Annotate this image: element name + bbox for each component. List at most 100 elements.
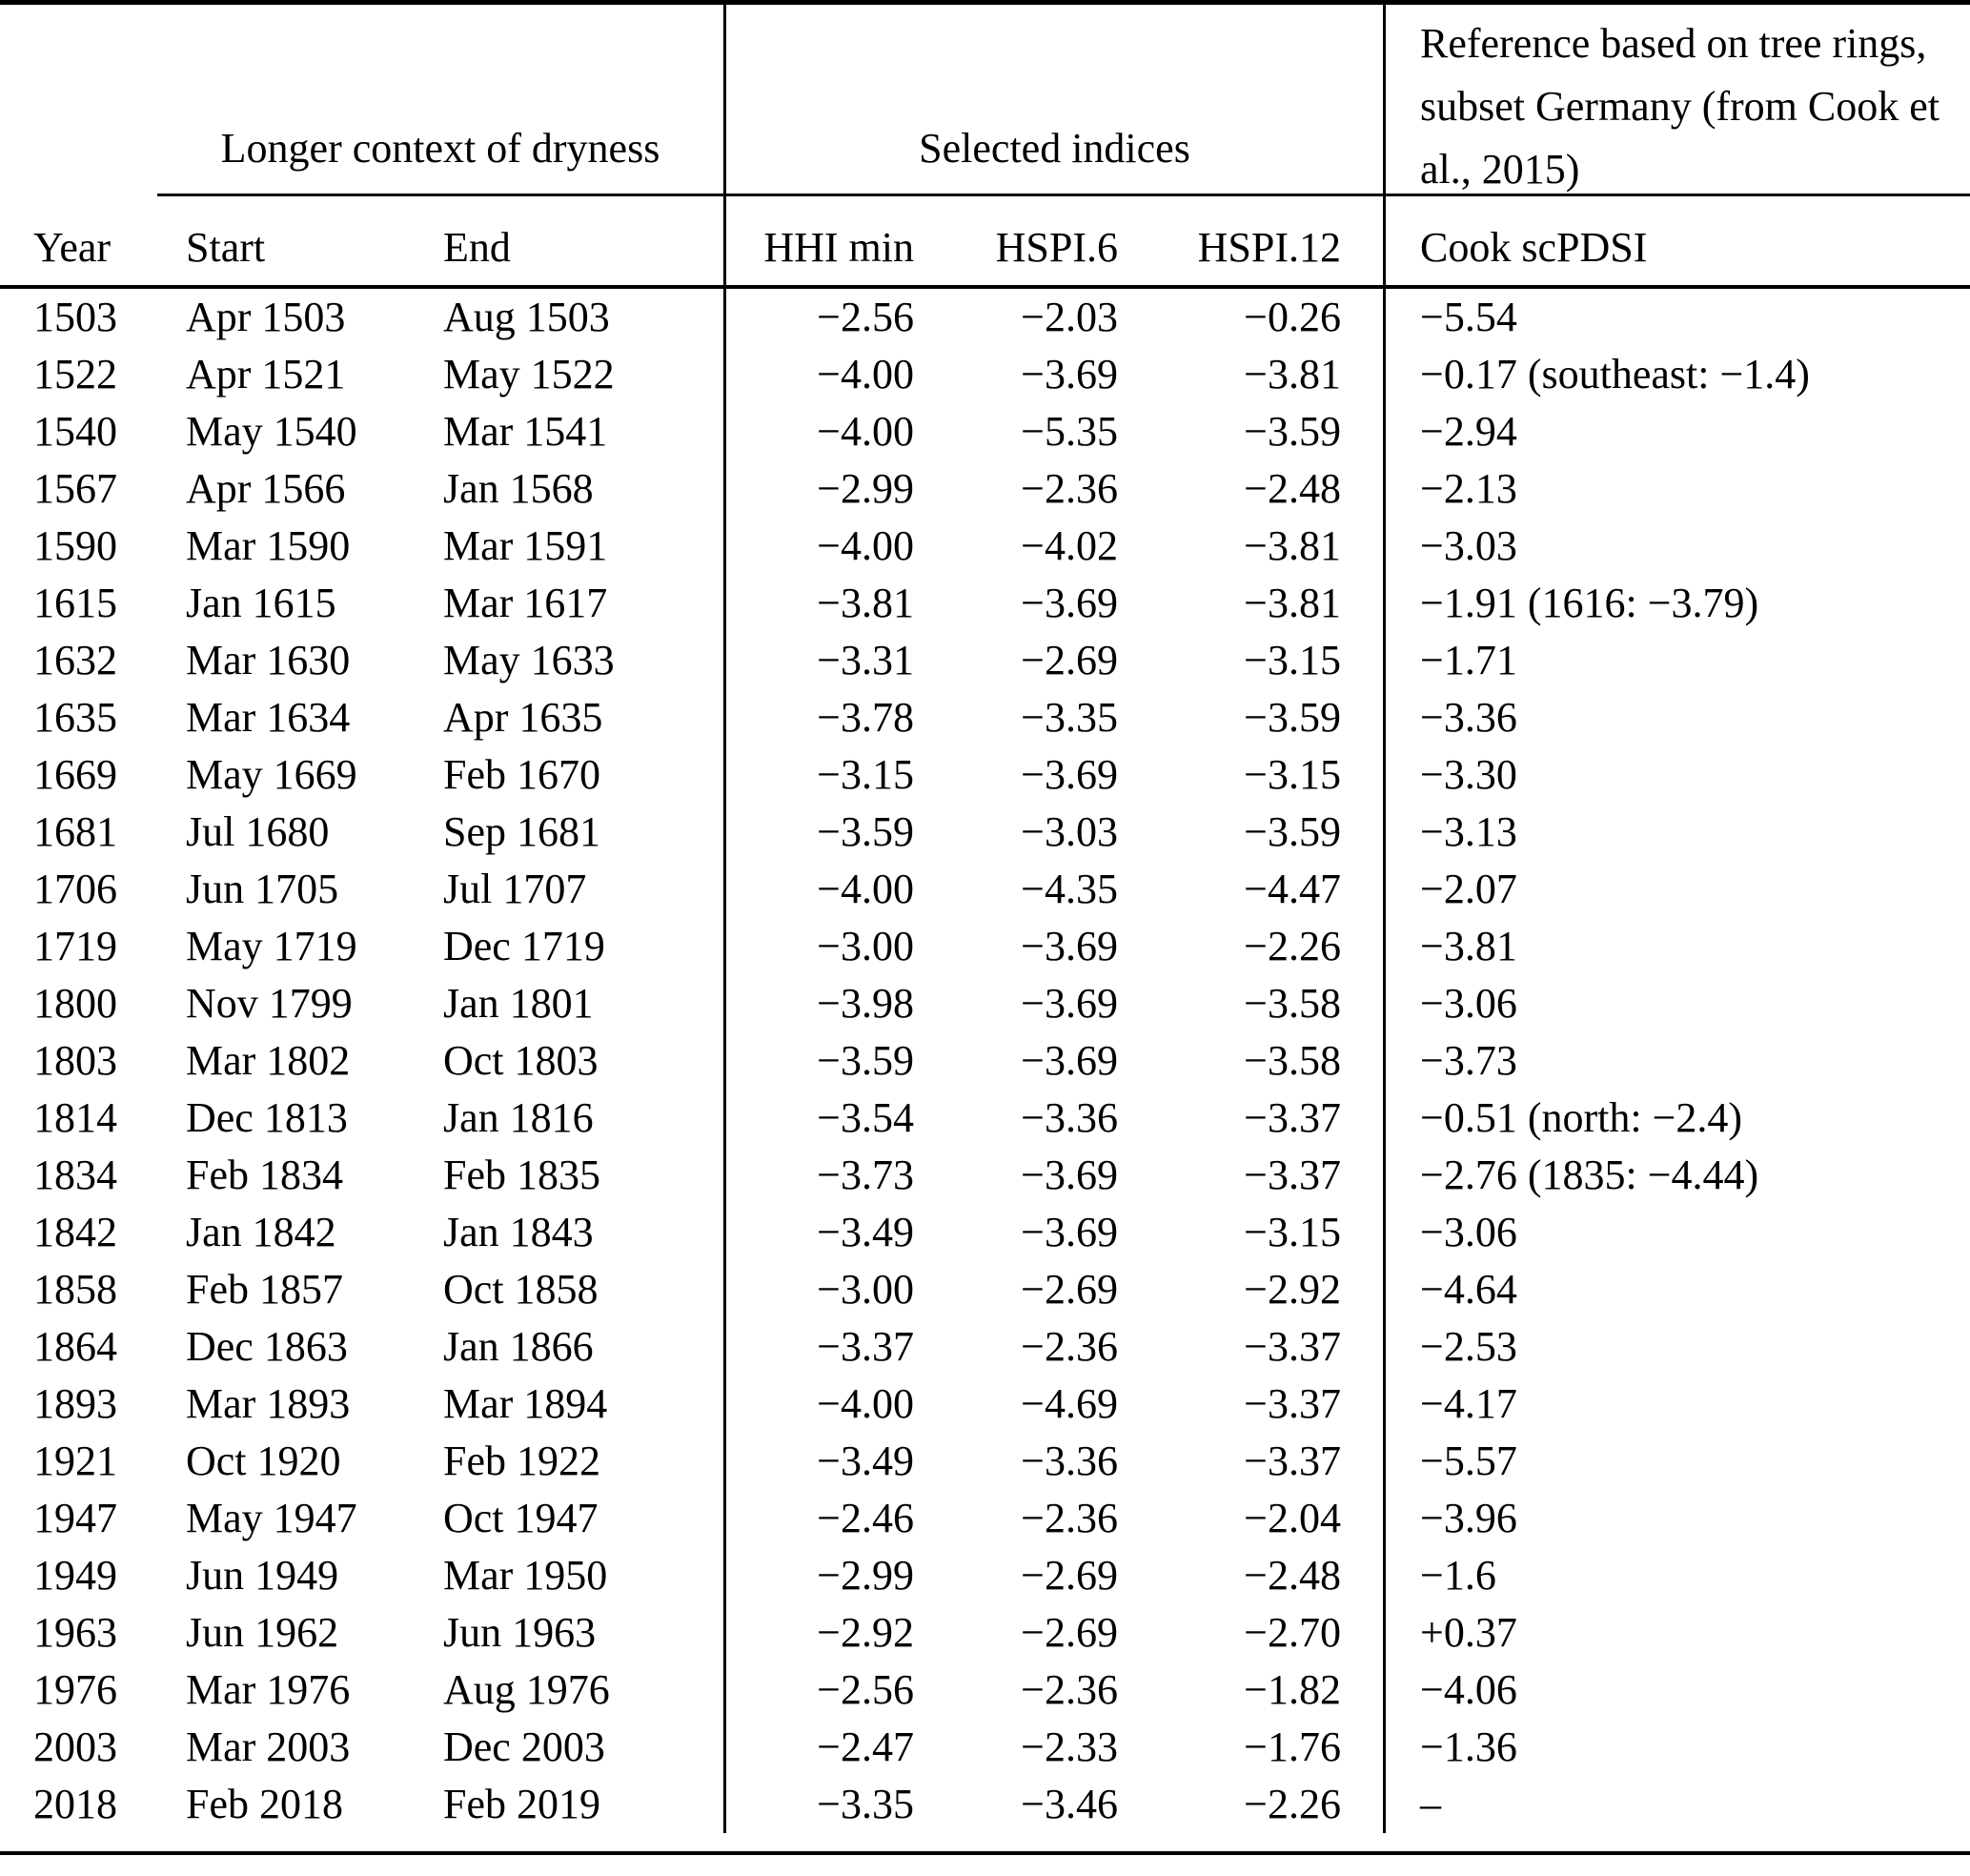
cell-hspi12: −2.26 [1131,1776,1386,1833]
column-header-hspi12: HSPI.12 [1131,196,1386,285]
cell-end: Mar 1617 [416,575,726,632]
table-row: 1963 Jun 1962 Jun 1963 −2.92 −2.69 −2.70 +0.37 [0,1604,1970,1662]
group-header-context: Longer context of dryness [157,5,726,196]
cell-end: Aug 1503 [416,289,726,346]
cell-cook-scpdsi: +0.37 [1420,1609,1517,1656]
cell-end: May 1522 [416,346,726,403]
cell-hspi6: −2.36 [1021,1323,1118,1370]
cell-hspi6: −3.46 [1021,1781,1118,1827]
cell-cook-scpdsi: −3.30 [1420,751,1517,798]
cell-cook-scpdsi: −3.96 [1420,1495,1517,1541]
cell-hspi6: −4.69 [1021,1380,1118,1427]
cell-end: Jan 1843 [416,1204,726,1261]
cell-hspi6: −2.69 [1021,1266,1118,1313]
cell-start: Mar 2003 [186,1723,351,1770]
cell-hspi6: −2.03 [1021,294,1118,340]
cell-end: Feb 1922 [416,1433,726,1490]
cell-end: Jan 1816 [416,1090,726,1147]
cell-hhi-min: −3.81 [817,580,914,626]
table-row: 1567 Apr 1566 Jan 1568 −2.99 −2.36 −2.48 −2.13 [0,460,1970,518]
table-body: 1503 Apr 1503 Aug 1503 −2.56 −2.03 −0.26 −5.54… [0,289,1970,1833]
cell-hhi-min: −4.00 [817,351,914,398]
cell-year: 1590 [33,522,117,569]
cell-end: Oct 1803 [416,1032,726,1090]
cell-year: 1963 [33,1609,117,1656]
cell-year: 1864 [33,1323,117,1370]
cell-hspi12: −3.37 [1131,1318,1386,1376]
cell-start: Jun 1962 [186,1609,339,1656]
cell-start: Apr 1566 [186,465,346,512]
column-header-cook-scpdsi: Cook scPDSI [1420,224,1648,271]
cell-cook-scpdsi: −5.54 [1420,294,1517,340]
cell-year: 1681 [33,808,117,855]
cell-hspi6: −2.33 [1021,1723,1118,1770]
cell-year: 1567 [33,465,117,512]
cell-year: 1632 [33,637,117,683]
cell-cook-scpdsi: −3.36 [1420,694,1517,741]
cell-year: 1503 [33,294,117,340]
cell-year: 1858 [33,1266,117,1313]
cell-start: Mar 1893 [186,1380,351,1427]
column-header-year: Year [33,224,112,271]
cell-start: May 1669 [186,751,357,798]
cell-hspi6: −3.69 [1021,1209,1118,1255]
table-row: 1669 May 1669 Feb 1670 −3.15 −3.69 −3.15 −3.30 [0,746,1970,804]
cell-hspi12: −2.04 [1131,1490,1386,1547]
cell-cook-scpdsi: −0.17 (southeast: −1.4) [1420,351,1810,398]
cell-hspi6: −2.69 [1021,1609,1118,1656]
cell-hspi6: −3.69 [1021,580,1118,626]
cell-end: Jan 1866 [416,1318,726,1376]
cell-start: Apr 1503 [186,294,346,340]
cell-cook-scpdsi: – [1420,1781,1441,1827]
cell-start: Feb 1834 [186,1152,343,1198]
table-row: 1681 Jul 1680 Sep 1681 −3.59 −3.03 −3.59 −3.13 [0,804,1970,861]
table-bottom-rule [0,1851,1970,1855]
cell-hhi-min: −3.98 [817,980,914,1027]
table-top-rule [0,0,1970,5]
cell-cook-scpdsi: −3.73 [1420,1037,1517,1084]
table-row: 1834 Feb 1834 Feb 1835 −3.73 −3.69 −3.37 −2.76… [0,1147,1970,1204]
cell-hspi6: −3.69 [1021,1152,1118,1198]
cell-hhi-min: −2.92 [817,1609,914,1656]
cell-end: Feb 1835 [416,1147,726,1204]
cell-cook-scpdsi: −1.71 [1420,637,1517,683]
cell-end: Aug 1976 [416,1662,726,1719]
cell-hspi12: −3.58 [1131,975,1386,1032]
cell-end: Mar 1950 [416,1547,726,1604]
table-row: 1632 Mar 1630 May 1633 −3.31 −2.69 −3.15 −1.71 [0,632,1970,689]
cell-hhi-min: −3.00 [817,1266,914,1313]
table-row: 1635 Mar 1634 Apr 1635 −3.78 −3.35 −3.59 −3.36 [0,689,1970,746]
cell-year: 2003 [33,1723,117,1770]
cell-hhi-min: −3.73 [817,1152,914,1198]
cell-cook-scpdsi: −1.91 (1616: −3.79) [1420,580,1759,626]
cell-end: Jun 1963 [416,1604,726,1662]
cell-hspi6: −4.02 [1021,522,1118,569]
cell-hspi12: −3.59 [1131,403,1386,460]
cell-hspi6: −2.36 [1021,1495,1118,1541]
group-header-indices: Selected indices [726,5,1386,196]
cell-year: 1800 [33,980,117,1027]
cell-hhi-min: −4.00 [817,1380,914,1427]
cell-year: 1719 [33,923,117,969]
cell-hspi6: −3.69 [1021,980,1118,1027]
cell-hspi12: −2.48 [1131,1547,1386,1604]
cell-hspi12: −3.37 [1131,1376,1386,1433]
cell-hspi12: −3.58 [1131,1032,1386,1090]
cell-hspi6: −2.69 [1021,1552,1118,1599]
cell-cook-scpdsi: −4.06 [1420,1666,1517,1713]
table-row: 1540 May 1540 Mar 1541 −4.00 −5.35 −3.59 −2.94 [0,403,1970,460]
cell-start: Mar 1802 [186,1037,351,1084]
cell-hspi12: −3.15 [1131,1204,1386,1261]
column-header-row: Year Start End HHI min HSPI.6 HSPI.12 Co… [0,196,1970,289]
cell-hspi12: −2.26 [1131,918,1386,975]
cell-hhi-min: −4.00 [817,408,914,455]
table-row: 1864 Dec 1863 Jan 1866 −3.37 −2.36 −3.37 −2.53 [0,1318,1970,1376]
cell-cook-scpdsi: −1.36 [1420,1723,1517,1770]
table-row: 1976 Mar 1976 Aug 1976 −2.56 −2.36 −1.82 −4.06 [0,1662,1970,1719]
cell-hspi6: −3.69 [1021,751,1118,798]
cell-hspi6: −3.03 [1021,808,1118,855]
cell-end: Feb 1670 [416,746,726,804]
cell-start: Mar 1630 [186,637,351,683]
cell-cook-scpdsi: −3.03 [1420,522,1517,569]
cell-start: Apr 1521 [186,351,346,398]
